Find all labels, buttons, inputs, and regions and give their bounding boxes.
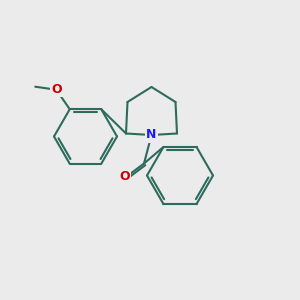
Text: O: O	[51, 83, 62, 96]
Text: N: N	[146, 128, 157, 142]
Text: O: O	[119, 170, 130, 184]
